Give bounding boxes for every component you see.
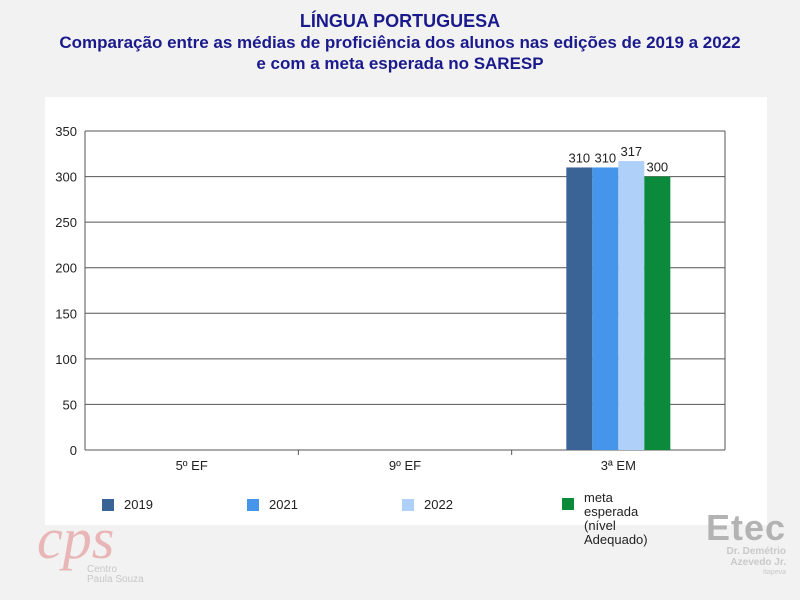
legend-item: 2019	[102, 498, 153, 512]
legend-label: 2019	[124, 497, 153, 512]
legend-swatch	[402, 499, 414, 511]
y-tick-label: 150	[55, 306, 77, 321]
bar	[592, 167, 619, 450]
legend-item: meta esperada (nível Adequado)	[562, 491, 648, 547]
cps-logo-text-1: Centro	[87, 564, 117, 575]
x-tick-label: 9º EF	[389, 458, 421, 473]
x-tick-label: 5º EF	[176, 458, 208, 473]
y-tick-label: 100	[55, 352, 77, 367]
chart-subtitle-line2: e com a meta esperada no SARESP	[256, 54, 544, 73]
centro-paula-souza-logo: cps Centro Paula Souza	[37, 512, 144, 584]
y-tick-label: 50	[63, 397, 77, 412]
bar	[618, 161, 645, 450]
legend-item: 2021	[247, 498, 298, 512]
y-tick-label: 250	[55, 215, 77, 230]
data-label: 317	[620, 144, 642, 159]
data-label: 310	[568, 150, 590, 165]
chart-subtitle-line1: Comparação entre as médias de proficiênc…	[59, 33, 741, 52]
etec-logo-word: Etec	[705, 507, 786, 548]
x-tick-label: 3ª EM	[601, 458, 636, 473]
bar-chart: 0 50 100 150 200 250 300 350 5º EF 9º EF 3ª EM 310 3…	[55, 124, 726, 473]
cps-logo-text-2: Paula Souza	[87, 574, 144, 584]
y-tick-label: 200	[55, 261, 77, 276]
etec-logo-city: Itapeva	[763, 569, 786, 576]
legend-swatch	[562, 498, 574, 510]
data-label: 300	[646, 160, 668, 175]
legend-swatch	[102, 499, 114, 511]
chart-title: LÍNGUA PORTUGUESA	[299, 11, 501, 31]
data-label: 310	[594, 150, 616, 165]
chart-panel: 0 50 100 150 200 250 300 350 5º EF 9º EF 3ª EM 310 3…	[45, 97, 767, 547]
etec-logo-name2: Azevedo Jr.	[730, 557, 786, 568]
bar	[644, 176, 671, 451]
legend-label: 2022	[424, 497, 453, 512]
y-tick-label: 300	[55, 170, 77, 185]
cps-logo-mark: cps	[37, 512, 114, 571]
legend-label: 2021	[269, 497, 298, 512]
etec-logo-name1: Dr. Demétrio	[726, 546, 786, 557]
legend-label: meta esperada (nível Adequado)	[584, 490, 648, 547]
bar	[566, 167, 593, 450]
y-tick-label: 350	[55, 124, 77, 139]
legend-swatch	[247, 499, 259, 511]
chart-title-block: LÍNGUA PORTUGUESA Comparação entre as mé…	[0, 10, 800, 74]
legend-item: 2022	[402, 498, 453, 512]
etec-logo: Etec Dr. Demétrio Azevedo Jr. Itapeva	[676, 510, 786, 577]
y-tick-label: 0	[70, 443, 77, 458]
